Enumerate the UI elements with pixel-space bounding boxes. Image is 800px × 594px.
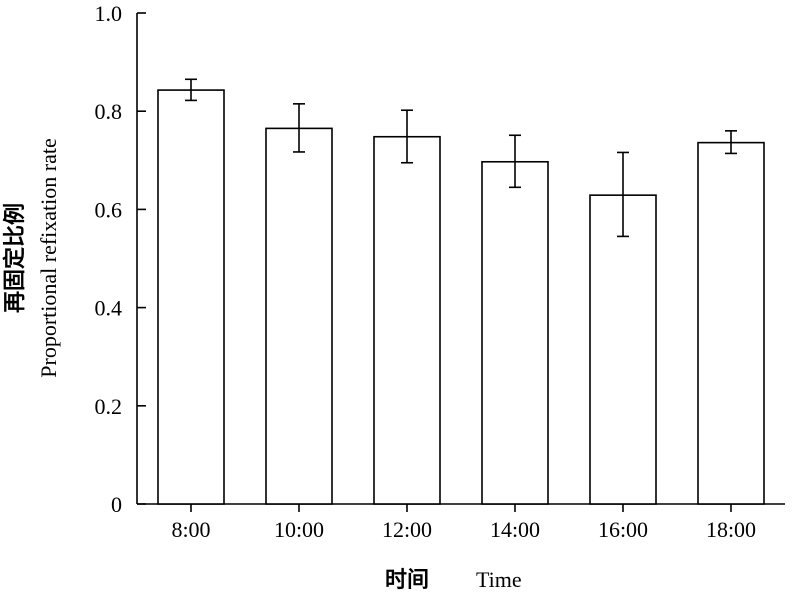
- x-axis-title-en: Time: [476, 567, 522, 592]
- error-bar: [293, 103, 305, 153]
- error-bar: [185, 78, 197, 102]
- x-tick-label: 8:00: [171, 517, 210, 542]
- x-tick-label: 14:00: [490, 517, 540, 542]
- x-ticks: 8:00 10:00 12:00 14:00 16:00 18:00: [171, 504, 756, 542]
- y-tick-label: 0: [111, 492, 122, 517]
- y-axis-title: 再固定比例 Proportional refixation rate: [2, 138, 61, 377]
- x-axis-title-cn: 时间: [385, 568, 429, 593]
- error-bar: [617, 151, 629, 238]
- y-axis-title-en: Proportional refixation rate: [36, 138, 61, 377]
- y-ticks: 0 0.2 0.4 0.6 0.8 1.0: [95, 1, 146, 517]
- error-bars: [185, 78, 737, 238]
- y-tick-label: 1.0: [95, 1, 123, 26]
- x-tick-label: 10:00: [274, 517, 324, 542]
- error-bar: [509, 134, 521, 189]
- bar: [157, 89, 225, 505]
- y-tick-label: 0.6: [95, 197, 123, 222]
- bar: [697, 141, 765, 505]
- x-tick-label: 16:00: [598, 517, 648, 542]
- y-axis-title-cn: 再固定比例: [2, 203, 28, 313]
- y-tick-label: 0.2: [95, 394, 123, 419]
- x-tick-label: 18:00: [706, 517, 756, 542]
- bar: [373, 135, 441, 505]
- bar: [481, 160, 549, 505]
- bars: [157, 89, 765, 505]
- bar: [589, 194, 657, 505]
- error-bar: [725, 130, 737, 155]
- y-tick-label: 0.8: [95, 99, 123, 124]
- y-tick-label: 0.4: [95, 296, 123, 321]
- x-tick-label: 12:00: [382, 517, 432, 542]
- x-axis-title: 时间 Time: [385, 567, 522, 593]
- bar: [265, 127, 333, 505]
- error-bar: [401, 109, 413, 164]
